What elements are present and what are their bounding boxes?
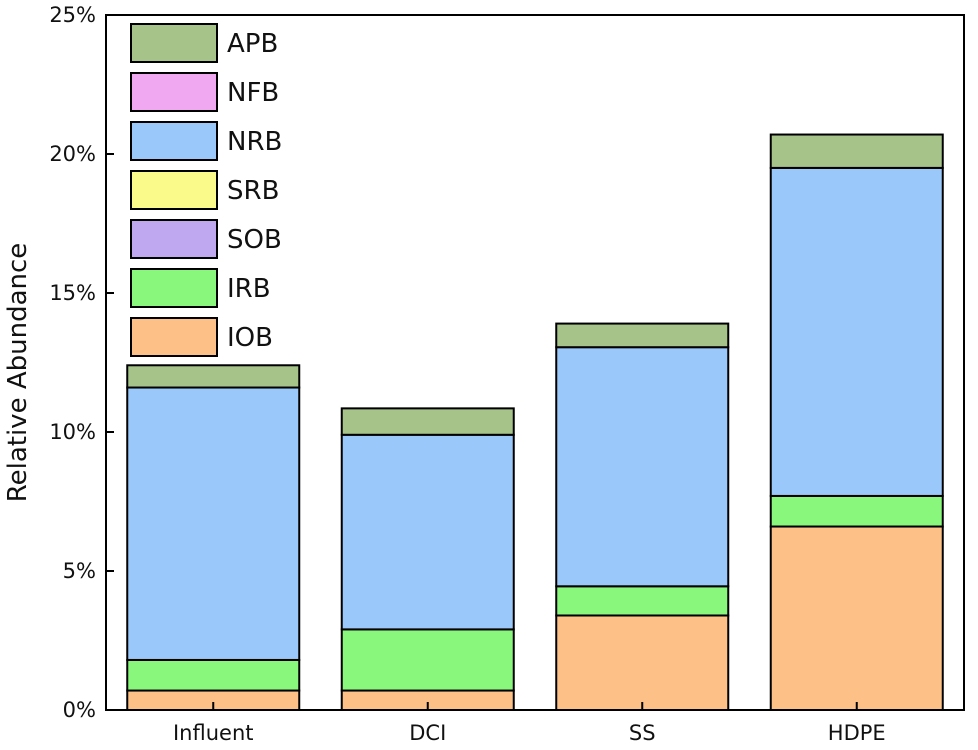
legend-label-nfb: NFB [227,78,279,108]
legend-label-irb: IRB [227,274,271,304]
bar-segment-nrb [769,166,944,497]
y-tick-label: 5% [63,559,96,583]
legend: APB NFB NRB SRB SOB IRB IOB [130,23,282,357]
x-tick-label: DCI [409,721,446,745]
legend-swatch-nfb [130,72,218,112]
legend-swatch-iob [130,317,218,357]
bar-segment-irb [126,658,301,692]
legend-label-apb: APB [227,29,278,59]
y-tick-label: 15% [49,281,96,305]
bar-segment-iob [769,525,944,712]
y-tick-label: 25% [49,3,96,27]
bar-segment-nrb [340,433,515,631]
x-tick-label: HDPE [828,721,886,745]
bar-segment-irb [555,585,730,617]
y-axis-label: Relative Abundance [3,243,33,503]
legend-label-iob: IOB [227,323,273,353]
legend-swatch-apb [130,23,218,63]
bar-segment-apb [555,322,730,349]
y-tick-label: 20% [49,142,96,166]
bar-segment-nrb [555,346,730,588]
y-tick-label: 10% [49,420,96,444]
bar-segment-irb [340,628,515,692]
plot-frame [105,14,965,711]
bar-segment-apb [340,407,515,436]
legend-label-srb: SRB [227,176,279,206]
y-axis-ticks: 0% 5% 10% 15% 20% 25% [49,3,114,722]
bar-segment-apb [769,133,944,169]
bar-segment-iob [555,614,730,711]
x-tick-label: SS [629,721,656,745]
y-tick-label: 0% [63,698,96,722]
bar-segment-nrb [126,386,301,661]
legend-swatch-srb [130,170,218,210]
legend-label-sob: SOB [227,225,282,255]
x-tick-label: Influent [173,721,254,745]
legend-swatch-nrb [130,121,218,161]
legend-swatch-irb [130,268,218,308]
bar-segment-apb [126,364,301,389]
legend-swatch-sob [130,219,218,259]
bars [126,133,944,712]
bar-segment-irb [769,494,944,528]
x-axis-ticks: Influent DCI SS HDPE [173,702,886,745]
legend-label-nrb: NRB [227,127,282,157]
